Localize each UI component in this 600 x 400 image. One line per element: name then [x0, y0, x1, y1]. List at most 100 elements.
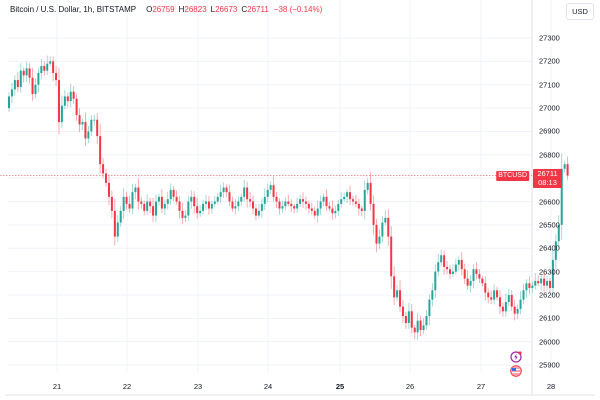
candle	[372, 195, 375, 235]
candle	[160, 189, 163, 213]
symbol-label: BTCUSD	[496, 171, 529, 181]
candle	[528, 276, 531, 295]
candle	[243, 180, 246, 202]
candle	[519, 290, 522, 315]
candle	[457, 256, 460, 271]
candle	[484, 276, 487, 301]
legend-symbol: Bitcoin / U.S. Dollar, 1h, BITSTAMP	[10, 5, 137, 14]
candle	[354, 194, 357, 207]
candle	[475, 262, 478, 280]
candle	[307, 200, 310, 214]
candle	[537, 275, 540, 287]
candle	[413, 324, 416, 340]
candle	[193, 191, 196, 214]
candle	[272, 176, 275, 202]
candle	[460, 252, 463, 276]
time-tick-label: 25	[335, 382, 345, 391]
candle	[231, 196, 234, 212]
candle	[113, 198, 116, 246]
candle	[96, 113, 99, 145]
price-tick-label: 26900	[539, 126, 560, 136]
candle	[419, 315, 422, 337]
candle	[369, 172, 372, 211]
candle	[13, 75, 16, 96]
price-tick-label: 26800	[539, 150, 560, 160]
candle	[266, 183, 269, 203]
candle	[399, 280, 402, 312]
candle	[222, 182, 225, 198]
lightning-event-icon[interactable]	[510, 350, 522, 363]
candle	[149, 197, 152, 213]
candle	[322, 193, 325, 207]
candle	[199, 205, 202, 217]
time-tick-label: 26	[405, 382, 415, 391]
candle	[546, 276, 549, 291]
us-flag-economic-event-icon[interactable]	[510, 364, 522, 377]
candle	[449, 264, 451, 279]
candle	[343, 192, 346, 202]
candle	[487, 288, 490, 304]
candle	[443, 250, 446, 275]
candle	[110, 190, 113, 219]
candle	[437, 253, 440, 277]
candle	[360, 205, 363, 217]
candle	[196, 197, 199, 219]
candle	[19, 63, 22, 93]
currency-button[interactable]: USD	[566, 3, 594, 20]
candle	[551, 249, 554, 296]
candle	[378, 229, 381, 249]
candle	[252, 195, 255, 215]
candle	[349, 185, 352, 206]
candle	[540, 274, 543, 291]
candle	[375, 218, 378, 253]
candle	[240, 193, 243, 206]
candle	[396, 285, 399, 302]
legend-low-value: 26673	[215, 5, 238, 14]
candle	[493, 284, 496, 305]
candle	[469, 275, 472, 293]
candle	[284, 197, 287, 210]
candle	[325, 189, 328, 212]
candle	[210, 201, 213, 214]
price-tick-label: 26100	[539, 313, 560, 323]
candle	[313, 206, 316, 219]
candle	[510, 290, 513, 311]
candle	[287, 194, 290, 207]
candle	[404, 311, 407, 329]
legend-close-value: 26711	[247, 5, 269, 14]
candle	[52, 56, 55, 81]
candle	[119, 205, 122, 227]
candle	[281, 200, 284, 213]
candle	[516, 304, 519, 320]
candle	[78, 108, 81, 133]
candle	[548, 277, 551, 293]
candle	[131, 184, 134, 215]
candle	[340, 192, 343, 208]
legend-change: −38 (−0.14%)	[273, 5, 323, 14]
price-tick-label: 26300	[539, 267, 560, 277]
candle	[178, 196, 181, 219]
price-tick-label: 26400	[539, 243, 560, 253]
candle	[219, 184, 222, 204]
legend: Bitcoin / U.S. Dollar, 1h, BITSTAMP O 267…	[10, 5, 322, 14]
candle	[146, 194, 149, 216]
candle	[563, 161, 566, 173]
candle	[234, 199, 237, 215]
candle	[10, 82, 13, 104]
candle	[328, 201, 331, 212]
price-tick-label: 27200	[539, 56, 560, 66]
candle	[116, 215, 119, 243]
candle	[334, 205, 337, 219]
candle	[216, 192, 219, 205]
candle	[513, 299, 516, 321]
candle	[40, 59, 43, 80]
candle	[507, 289, 510, 307]
candle	[434, 264, 437, 298]
candle	[105, 169, 108, 187]
candle	[69, 83, 72, 108]
candle	[557, 215, 560, 250]
candle	[534, 273, 537, 290]
price-tick-label: 26600	[539, 197, 560, 207]
